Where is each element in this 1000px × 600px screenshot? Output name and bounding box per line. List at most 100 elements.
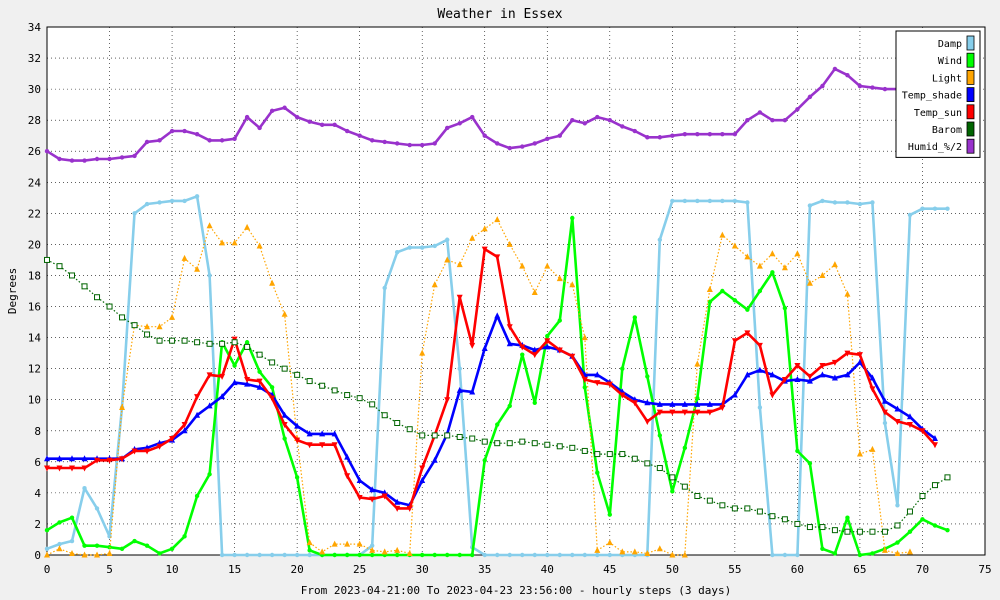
data-point	[194, 265, 201, 272]
data-point	[706, 409, 713, 416]
data-point	[782, 305, 788, 311]
data-point	[319, 548, 326, 555]
data-point	[144, 448, 151, 455]
legend-label: Damp	[938, 39, 962, 50]
data-point	[344, 392, 351, 399]
data-point	[582, 385, 587, 390]
data-point	[657, 433, 663, 438]
data-point	[294, 437, 301, 444]
data-point	[682, 198, 688, 204]
data-point	[356, 495, 363, 502]
data-point	[707, 299, 713, 305]
data-point	[481, 344, 488, 351]
data-point	[631, 400, 638, 407]
data-point	[445, 237, 450, 242]
data-point	[832, 200, 838, 205]
data-point	[219, 340, 226, 347]
data-point	[132, 153, 137, 159]
data-point	[269, 108, 275, 114]
data-point	[669, 474, 676, 481]
data-point	[319, 430, 326, 437]
data-point	[644, 418, 651, 425]
data-point	[331, 540, 338, 547]
data-point	[44, 527, 50, 533]
data-point	[506, 440, 513, 447]
data-point	[781, 377, 788, 384]
data-point	[632, 315, 638, 320]
data-point	[932, 206, 938, 211]
data-point	[670, 198, 675, 204]
data-point	[532, 141, 537, 146]
legend-label: Temp_shade	[902, 91, 962, 102]
data-point	[620, 366, 625, 371]
data-point	[494, 312, 501, 319]
plot-area	[46, 26, 986, 556]
legend-label: Humid_%/2	[908, 142, 962, 153]
data-point	[94, 551, 101, 558]
data-point	[306, 378, 313, 385]
data-point	[344, 128, 350, 134]
data-point	[357, 133, 362, 138]
data-point	[369, 496, 376, 503]
data-point	[545, 333, 550, 339]
data-point	[344, 453, 351, 460]
data-point	[444, 256, 451, 263]
data-point	[931, 442, 938, 449]
data-point	[131, 448, 138, 455]
data-point	[807, 203, 813, 208]
data-point	[532, 552, 537, 558]
data-point	[69, 538, 75, 544]
data-point	[806, 373, 813, 380]
data-point	[107, 156, 112, 162]
data-point	[544, 338, 551, 345]
data-point	[44, 465, 50, 472]
data-point	[432, 243, 437, 249]
data-point	[444, 397, 451, 404]
data-point	[820, 198, 825, 204]
data-point	[369, 552, 375, 558]
data-point	[731, 242, 738, 249]
data-point	[906, 548, 913, 555]
data-point	[169, 198, 175, 204]
data-point	[356, 395, 363, 402]
data-point	[94, 506, 100, 511]
data-point	[206, 402, 213, 409]
data-point	[194, 411, 201, 418]
data-point	[206, 222, 213, 229]
data-point	[244, 552, 250, 558]
x-tick-label: 70	[916, 563, 929, 576]
data-point	[782, 117, 788, 123]
data-point	[69, 549, 76, 556]
x-tick-label: 25	[353, 563, 366, 576]
y-tick-label: 20	[28, 238, 41, 251]
data-point	[219, 552, 225, 558]
data-point	[144, 139, 150, 145]
data-point	[819, 371, 826, 378]
data-point	[606, 539, 613, 546]
data-point	[819, 363, 826, 370]
data-point	[81, 465, 88, 472]
data-point	[494, 216, 501, 223]
data-point	[169, 436, 176, 443]
data-point	[494, 254, 501, 261]
y-tick-label: 0	[34, 549, 41, 562]
data-point	[144, 201, 150, 207]
data-point	[795, 107, 800, 112]
data-point	[944, 474, 951, 481]
data-point	[306, 442, 313, 449]
x-tick-label: 40	[541, 563, 554, 576]
data-point	[794, 363, 801, 370]
data-point	[594, 371, 601, 378]
data-point	[445, 125, 450, 131]
data-point	[819, 524, 826, 531]
data-point	[745, 117, 750, 123]
data-point	[69, 272, 76, 279]
data-point	[744, 330, 751, 337]
data-point	[44, 256, 50, 263]
data-point	[831, 374, 838, 381]
data-point	[495, 552, 500, 558]
data-point	[507, 403, 512, 409]
data-point	[756, 262, 763, 269]
data-point	[456, 386, 463, 393]
